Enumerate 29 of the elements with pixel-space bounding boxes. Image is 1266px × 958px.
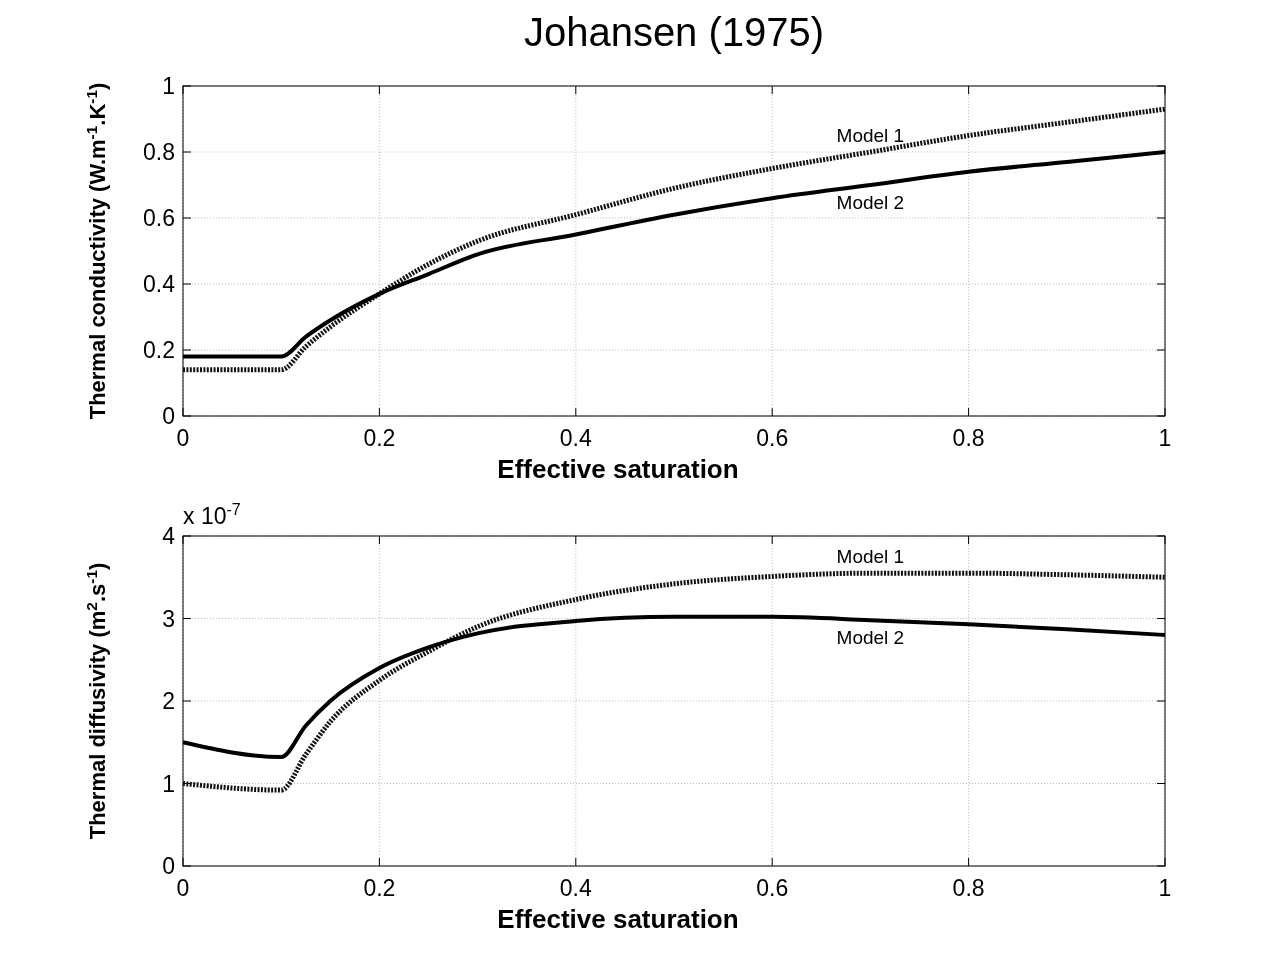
x-tick-label: 0.8 bbox=[952, 425, 985, 451]
x-tick-label: 1 bbox=[1158, 875, 1172, 901]
x-tick-label: 1 bbox=[1158, 425, 1172, 451]
x-tick-label: 0.6 bbox=[756, 875, 789, 901]
y-tick-label: 1 bbox=[162, 770, 175, 797]
y-tick-label: 1 bbox=[162, 73, 175, 99]
y-tick-label: 0 bbox=[162, 403, 175, 429]
y-tick-label: 0.6 bbox=[143, 205, 175, 231]
y-tick-label: 3 bbox=[162, 605, 175, 632]
y-tick-label: 0.4 bbox=[143, 271, 176, 297]
chart-title: Johansen (1975) bbox=[523, 10, 825, 54]
x-tick-label: 0.2 bbox=[363, 425, 396, 451]
y-tick-label: 0.8 bbox=[143, 139, 175, 165]
y-tick-label: 2 bbox=[162, 688, 175, 714]
y-tick-label: 0.2 bbox=[143, 337, 175, 363]
text: x 10$^{-7}$ bbox=[183, 500, 241, 529]
series-label: Model 2 bbox=[836, 192, 905, 213]
y-tick-label: 0 bbox=[162, 853, 175, 879]
x-tick-label: 0.6 bbox=[756, 425, 789, 451]
x-tick-label: 0.4 bbox=[559, 875, 592, 901]
y-tick-label: 4 bbox=[162, 523, 176, 549]
x-axis-title: Effective saturation bbox=[497, 454, 739, 484]
series-label: Model 1 bbox=[836, 546, 905, 568]
series-label: Model 2 bbox=[836, 627, 905, 649]
series-label: Model 1 bbox=[836, 125, 905, 146]
x-tick-label: 0.2 bbox=[363, 875, 396, 901]
x-axis-title: Effective saturation bbox=[497, 904, 739, 934]
x-tick-label: 0.4 bbox=[559, 425, 592, 451]
x-tick-label: 0.8 bbox=[952, 875, 985, 901]
